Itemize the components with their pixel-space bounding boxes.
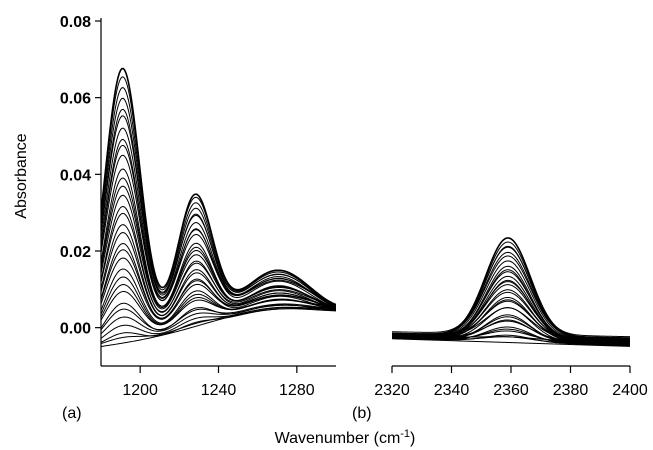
y-tick-label: 0.04 xyxy=(60,167,91,184)
spectrum-line xyxy=(101,138,336,309)
y-tick-label: 0.06 xyxy=(60,91,91,108)
panels-group: 0.00 0.02 0.04 0.06 0.08 1200 1240 1280 2320 2340… xyxy=(60,14,648,399)
x-axis-title-main: Wavenumber (cm xyxy=(275,430,401,447)
x-tick-label: 2320 xyxy=(374,382,410,399)
y-tick-label: 0.00 xyxy=(60,321,91,338)
spectra-series-b xyxy=(392,237,630,347)
y-tick-label: 0.08 xyxy=(60,14,91,31)
spectrum-line xyxy=(392,255,630,339)
spectrum-line xyxy=(392,251,630,339)
spectrum-line xyxy=(101,224,336,316)
spectrum-line xyxy=(101,127,336,308)
spectrum-line xyxy=(101,97,336,308)
spectrum-line xyxy=(392,246,630,338)
spectrum-line xyxy=(101,67,336,308)
x-tick-label: 1280 xyxy=(279,382,315,399)
x-tick-label: 1200 xyxy=(122,382,158,399)
spectrum-line xyxy=(392,314,630,346)
spectrum-line xyxy=(392,265,630,343)
spectrum-line xyxy=(392,245,630,340)
x-tick-label: 2340 xyxy=(434,382,470,399)
spectrum-line xyxy=(101,268,336,324)
y-tick-label: 0.02 xyxy=(60,244,91,261)
spectrum-line xyxy=(392,237,630,339)
spectrum-line xyxy=(101,243,336,320)
spectrum-line xyxy=(101,108,336,309)
spectrum-line xyxy=(392,338,630,347)
panel-label-b: (b) xyxy=(352,405,372,422)
x-tick-label: 2400 xyxy=(612,382,648,399)
spectrum-line xyxy=(101,308,336,343)
x-axis-title-close: ) xyxy=(410,430,415,447)
spectrum-line xyxy=(101,185,336,309)
spectrum-line xyxy=(392,279,630,343)
x-tick-label: 2380 xyxy=(553,382,589,399)
spectra-series-a xyxy=(101,67,336,348)
panel-label-a: (a) xyxy=(62,405,82,422)
x-axis-title: Wavenumber (cm-1) xyxy=(275,428,416,447)
x-tick-label: 1240 xyxy=(201,382,237,399)
y-axis-title: Absorbance xyxy=(13,133,30,218)
spectrum-line xyxy=(101,205,336,313)
x-axis-title-sup: -1 xyxy=(400,428,410,440)
spectrum-line xyxy=(101,302,336,331)
spectrum-line xyxy=(101,168,336,310)
spectrum-line xyxy=(101,87,336,307)
x-tick-label: 2360 xyxy=(493,382,529,399)
spectrum-line xyxy=(101,306,336,339)
